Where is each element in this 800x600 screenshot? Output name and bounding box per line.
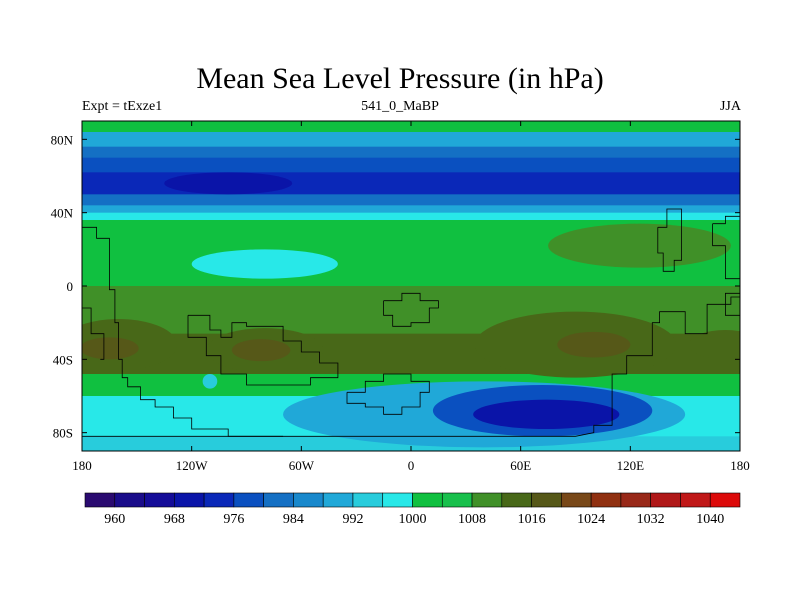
colorbar-label: 992 bbox=[342, 512, 363, 527]
colorbar-label: 1016 bbox=[518, 512, 546, 527]
coastline-3 bbox=[383, 292, 439, 327]
coastline-4 bbox=[346, 373, 430, 415]
colorbar-swatch-8 bbox=[322, 492, 354, 508]
colorbar-swatch-4 bbox=[203, 492, 235, 508]
chart-title: Mean Sea Level Pressure (in hPa) bbox=[196, 62, 604, 95]
x-tick-label: 0 bbox=[408, 458, 415, 473]
colorbar-swatch-6 bbox=[263, 492, 294, 508]
high-south-indian-core bbox=[557, 331, 631, 358]
pressure-band-6 bbox=[82, 205, 740, 214]
x-tick-label: 60W bbox=[289, 458, 315, 473]
y-tick-label: 40S bbox=[53, 352, 73, 367]
colorbar-swatch-10 bbox=[382, 492, 413, 508]
colorbar-swatch-11 bbox=[412, 492, 443, 508]
x-tick-label: 180 bbox=[730, 458, 750, 473]
colorbar-swatch-2 bbox=[144, 492, 175, 508]
pressure-band-5 bbox=[82, 194, 740, 206]
coastline-9 bbox=[725, 292, 740, 316]
low-north-mid-pacific bbox=[164, 172, 293, 195]
colorbar-swatch-0 bbox=[84, 492, 116, 508]
pressure-band-7 bbox=[82, 212, 740, 221]
colorbar: 960 968 976 984 992 1000 1008 1016 1024 1032 1040 bbox=[84, 492, 741, 527]
y-tick-label: 0 bbox=[67, 279, 74, 294]
pressure-field bbox=[82, 121, 740, 451]
colorbar-swatch-14 bbox=[501, 492, 532, 508]
x-tick-label: 60E bbox=[510, 458, 531, 473]
coastline-1 bbox=[82, 307, 105, 360]
pressure-band-3 bbox=[82, 157, 740, 173]
coastline-7 bbox=[712, 215, 740, 225]
colorbar-swatch-21 bbox=[709, 492, 741, 508]
experiment-label: Expt = tExze1 bbox=[82, 99, 163, 114]
low-south-atlantic-blob bbox=[202, 374, 218, 389]
colorbar-label: 1000 bbox=[399, 512, 427, 527]
colorbar-swatch-15 bbox=[531, 492, 562, 508]
colorbar-swatch-20 bbox=[680, 492, 711, 508]
coastline-8 bbox=[712, 223, 740, 280]
high-north-east bbox=[548, 223, 731, 268]
colorbar-label: 968 bbox=[164, 512, 185, 527]
pressure-band-2 bbox=[82, 146, 740, 159]
y-tick-label: 40N bbox=[51, 206, 74, 221]
x-tick-label: 180 bbox=[72, 458, 92, 473]
colorbar-swatch-1 bbox=[114, 492, 145, 508]
colorbar-swatch-18 bbox=[620, 492, 651, 508]
high-south-pacific-core bbox=[231, 339, 291, 362]
colorbar-label: 976 bbox=[223, 512, 244, 527]
colorbar-swatch-3 bbox=[174, 492, 205, 508]
coastline-6 bbox=[657, 208, 682, 272]
pressure-band-1 bbox=[82, 132, 740, 148]
weak-low-east-pacific bbox=[191, 249, 338, 279]
x-tick-label: 120E bbox=[617, 458, 645, 473]
colorbar-swatch-17 bbox=[590, 492, 622, 508]
y-tick-label: 80S bbox=[53, 426, 73, 441]
colorbar-swatch-19 bbox=[650, 492, 681, 508]
high-southeast-pacific bbox=[688, 330, 740, 360]
low-southern-core bbox=[473, 399, 620, 430]
colorbar-label: 1032 bbox=[637, 512, 665, 527]
colorbar-swatch-12 bbox=[441, 492, 473, 508]
x-tick-label: 120W bbox=[176, 458, 209, 473]
colorbar-label: 984 bbox=[283, 512, 304, 527]
x-axis: 180 120W 60W 0 60E 120E 180 bbox=[72, 121, 750, 473]
y-axis: 80N 40N 0 40S 80S bbox=[51, 132, 740, 441]
colorbar-label: 1024 bbox=[577, 512, 605, 527]
colorbar-label: 1008 bbox=[458, 512, 486, 527]
colorbar-label: 960 bbox=[104, 512, 125, 527]
coastline-0 bbox=[82, 226, 284, 437]
high-southwest-core bbox=[82, 337, 139, 360]
y-tick-label: 80N bbox=[51, 132, 74, 147]
season-label: JJA bbox=[719, 99, 741, 114]
coastline-5 bbox=[82, 296, 740, 437]
period-label: 541_0_MaBP bbox=[361, 99, 439, 114]
colorbar-label: 1040 bbox=[696, 512, 724, 527]
pressure-band-0 bbox=[82, 121, 740, 133]
colorbar-swatch-13 bbox=[471, 492, 503, 508]
colorbar-swatch-7 bbox=[293, 492, 324, 508]
colorbar-swatch-9 bbox=[352, 492, 384, 508]
coastline-2 bbox=[187, 314, 339, 386]
coastlines bbox=[82, 208, 740, 437]
colorbar-swatch-5 bbox=[233, 492, 264, 508]
colorbar-swatch-16 bbox=[561, 492, 592, 508]
